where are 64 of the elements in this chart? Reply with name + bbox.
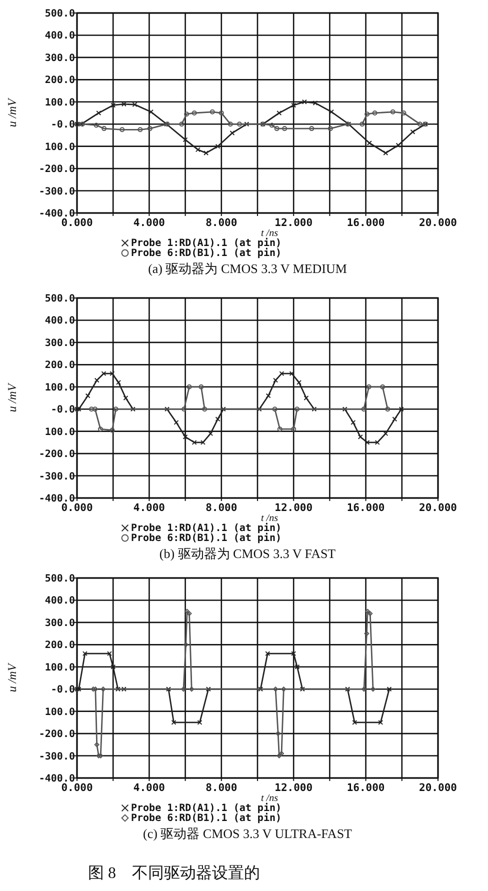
y-tick-label: 400.0 — [44, 596, 75, 607]
y-axis-title: u /mV — [5, 97, 19, 128]
y-tick-label: 100.0 — [44, 142, 75, 153]
x-tick-label: 0.000 — [61, 502, 93, 514]
y-tick-label: 300.0 — [44, 52, 75, 64]
legend-label: Probe 1:RD(A1).1 (at pin) — [131, 237, 282, 249]
legend-label: Probe 6:RD(B1).1 (at pin) — [131, 532, 282, 544]
y-tick-label: 100.0 — [44, 662, 75, 674]
y-tick-label: -200.0 — [38, 164, 75, 176]
y-tick-label: -300.0 — [38, 471, 75, 482]
text: (c) 驱动器 CMOS 3.3 V ULTRA-FAST — [143, 826, 352, 841]
x-tick-label: 12.000 — [274, 502, 313, 514]
legend-label: Probe 6:RD(B1).1 (at pin) — [131, 247, 282, 259]
text: (b) 驱动器为 CMOS 3.3 V FAST — [159, 546, 336, 561]
y-tick-label: 400.0 — [44, 30, 75, 42]
x-tick-label: 0.000 — [61, 217, 93, 229]
y-tick-label: 300.0 — [44, 618, 75, 629]
y-axis-title: u /mV — [5, 662, 19, 692]
caption: 图 8 不同驱动器设置的 — [88, 864, 260, 882]
y-tick-label: -300.0 — [38, 751, 75, 762]
x-tick-label: 20.000 — [419, 217, 457, 229]
x-tick-label: 12.000 — [274, 217, 313, 229]
y-tick-label: 500.0 — [44, 294, 75, 304]
y-tick-label: 200.0 — [44, 75, 75, 86]
x-tick-label: 20.000 — [419, 502, 457, 514]
x-tick-label: 8.000 — [206, 502, 238, 514]
y-tick-label: 300.0 — [44, 338, 75, 349]
x-tick-label: 4.000 — [133, 217, 166, 229]
x-tick-label: 20.000 — [419, 782, 457, 794]
y-tick-label: -0.0 — [50, 404, 75, 416]
x-tick-label: 12.000 — [274, 782, 313, 794]
y-tick-label: 100.0 — [44, 97, 75, 108]
y-tick-label: 400.0 — [44, 316, 75, 327]
y-tick-label: 100.0 — [44, 426, 75, 438]
y-tick-label: -400.0 — [38, 494, 75, 504]
x-tick-label: 0.000 — [61, 782, 93, 794]
y-tick-label: -0.0 — [50, 120, 75, 131]
y-tick-label: 100.0 — [44, 706, 75, 718]
legend-label: Probe 6:RD(B1).1 (at pin) — [131, 812, 282, 824]
x-tick-label: 16.000 — [346, 782, 385, 794]
y-tick-label: 200.0 — [44, 640, 75, 652]
x-axis-title: t /ns — [261, 228, 278, 239]
x-tick-label: 4.000 — [133, 782, 166, 794]
x-axis-title: t /ns — [261, 793, 278, 804]
legend-label: Probe 1:RD(A1).1 (at pin) — [131, 522, 282, 534]
y-tick-label: -0.0 — [50, 684, 75, 696]
x-tick-label: 16.000 — [346, 502, 385, 514]
x-axis-title: t /ns — [261, 513, 278, 524]
text: (a) 驱动器为 CMOS 3.3 V MEDIUM — [148, 261, 348, 276]
y-tick-label: 100.0 — [44, 382, 75, 394]
y-tick-label: -400.0 — [38, 208, 75, 220]
x-tick-label: 8.000 — [206, 782, 238, 794]
y-tick-label: 500.0 — [44, 8, 75, 20]
y-tick-label: 200.0 — [44, 360, 75, 372]
x-tick-label: 16.000 — [346, 217, 385, 229]
y-tick-label: -300.0 — [38, 186, 75, 198]
x-tick-label: 8.000 — [206, 217, 238, 229]
y-tick-label: -200.0 — [38, 729, 75, 740]
x-tick-label: 4.000 — [133, 502, 166, 514]
y-tick-label: -400.0 — [38, 774, 75, 784]
y-tick-label: 500.0 — [44, 574, 75, 584]
y-axis-title: u /mV — [5, 382, 19, 412]
y-tick-label: -200.0 — [38, 449, 75, 460]
legend-label: Probe 1:RD(A1).1 (at pin) — [131, 802, 282, 814]
